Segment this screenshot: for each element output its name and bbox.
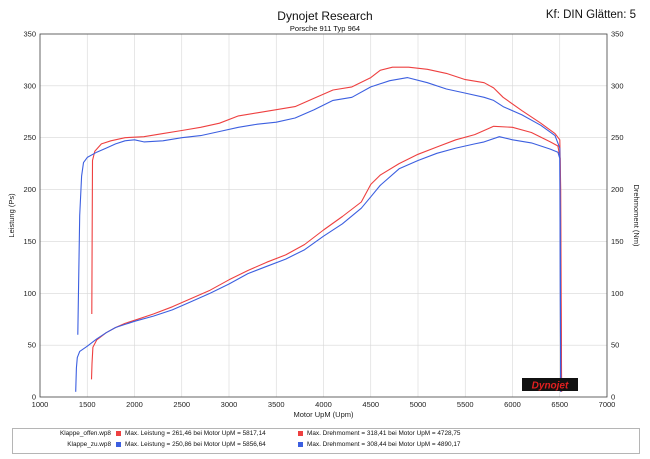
y-right-tick-label: 200 — [611, 185, 624, 194]
y-right-tick-label: 250 — [611, 133, 624, 142]
correction-label: Kf: DIN Glätten: 5 — [545, 9, 636, 21]
x-tick-label: 3000 — [221, 400, 238, 409]
y-axis-left-label: Leistung (Ps) — [7, 193, 16, 238]
x-tick-label: 3500 — [268, 400, 285, 409]
y-axis-left-ticks: 0 50 100 150 200 250 300 350 — [23, 30, 36, 402]
max-torque-text: Max. Drehmoment = 308,44 bei Motor UpM =… — [307, 441, 461, 448]
power-swatch — [116, 431, 121, 436]
y-right-tick-label: 50 — [611, 341, 619, 350]
y-right-tick-label: 150 — [611, 237, 624, 246]
dynojet-logo: Dynojet — [522, 378, 578, 392]
x-tick-label: 4500 — [362, 400, 379, 409]
max-torque-text: Max. Drehmoment = 318,41 bei Motor UpM =… — [307, 430, 461, 437]
legend-row: Klappe_offen.wp8 Max. Leistung = 261,46 … — [13, 429, 639, 440]
series-line-drehmoment — [91, 66, 563, 392]
y-left-tick-label: 250 — [23, 133, 36, 142]
legend: Klappe_offen.wp8 Max. Leistung = 261,46 … — [12, 428, 640, 454]
y-left-tick-label: 150 — [23, 237, 36, 246]
y-right-tick-label: 350 — [611, 30, 624, 39]
x-tick-label: 2500 — [173, 400, 190, 409]
legend-row: Klappe_zu.wp8 Max. Leistung = 250,86 bei… — [13, 440, 639, 451]
x-tick-label: 7000 — [599, 400, 616, 409]
x-tick-label: 6500 — [551, 400, 568, 409]
max-power-text: Max. Leistung = 261,46 bei Motor UpM = 5… — [125, 430, 266, 437]
torque-swatch — [298, 442, 303, 447]
chart-title: Dynojet Research — [277, 9, 373, 23]
y-right-tick-label: 100 — [611, 289, 624, 298]
legend-file-name: Klappe_offen.wp8 — [59, 430, 111, 437]
x-tick-label: 1000 — [32, 400, 49, 409]
series-group — [75, 66, 563, 392]
max-power-text: Max. Leistung = 250,86 bei Motor UpM = 5… — [125, 441, 266, 448]
y-right-tick-label: 300 — [611, 81, 624, 90]
y-left-tick-label: 100 — [23, 289, 36, 298]
y-left-tick-label: 300 — [23, 81, 36, 90]
x-tick-label: 5000 — [410, 400, 427, 409]
x-tick-label: 2000 — [126, 400, 143, 409]
x-tick-label: 4000 — [315, 400, 332, 409]
x-axis-label: Motor UpM (Upm) — [293, 410, 354, 419]
x-tick-label: 6000 — [504, 400, 521, 409]
y-left-tick-label: 0 — [32, 393, 36, 402]
y-left-tick-label: 350 — [23, 30, 36, 39]
chart-subtitle: Porsche 911 Typ 964 — [289, 24, 361, 33]
power-swatch — [116, 442, 121, 447]
y-left-tick-label: 50 — [28, 341, 36, 350]
y-axis-right-label: Drehmoment (Nm) — [632, 184, 641, 247]
y-left-tick-label: 200 — [23, 185, 36, 194]
y-axis-right-ticks: 0 50 100 150 200 250 300 350 — [611, 30, 624, 402]
torque-swatch — [298, 431, 303, 436]
dyno-chart: 1000 1500 2000 2500 3000 3500 4000 4500 5000 5500… — [7, 30, 641, 420]
x-axis-ticks: 1000 1500 2000 2500 3000 3500 4000 4500 5000 5500… — [32, 400, 616, 409]
logo-text: Dynojet — [532, 381, 569, 392]
legend-file-name: Klappe_zu.wp8 — [67, 441, 111, 448]
plot-frame — [39, 33, 608, 398]
series-line-drehmoment — [77, 77, 562, 392]
series-line-leistung — [75, 136, 562, 392]
x-tick-label: 1500 — [79, 400, 96, 409]
x-tick-label: 5500 — [457, 400, 474, 409]
y-right-tick-label: 0 — [611, 393, 615, 402]
grid — [39, 33, 608, 398]
series-line-leistung — [90, 125, 563, 392]
